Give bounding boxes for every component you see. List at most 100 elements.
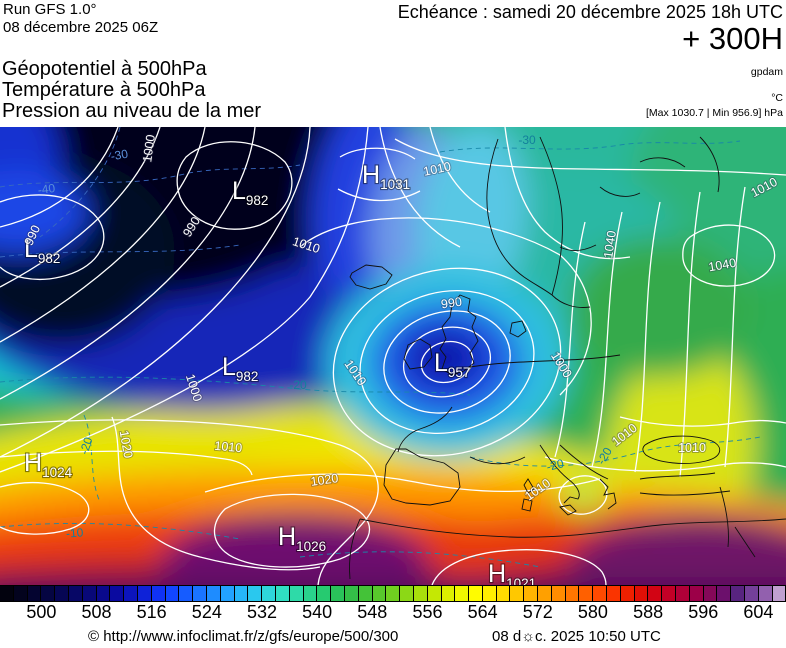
colorbar-swatch xyxy=(372,586,387,601)
colorbar-swatch xyxy=(331,586,345,601)
pressure-center-l-982: L982 xyxy=(222,353,258,384)
colorbar-swatch xyxy=(496,586,511,601)
weather-map: L982 L982 L982 L957 H1031 H1024 H1026 H1021 990 1… xyxy=(0,127,786,585)
colorbar-swatch xyxy=(96,586,111,601)
colorbar-swatch xyxy=(358,586,373,601)
colorbar-swatch xyxy=(206,586,221,601)
colorbar-swatch xyxy=(731,586,746,601)
colorbar-swatch xyxy=(317,586,332,601)
colorbar-swatch xyxy=(55,586,69,601)
isotherm-label: -20 xyxy=(289,378,307,392)
colorbar-tick-label: 604 xyxy=(743,602,774,622)
colorbar-swatch xyxy=(275,586,290,601)
colorbar-swatch xyxy=(427,586,442,601)
unit-geopotential: gpdam xyxy=(750,66,783,78)
pressure-center-h-1026: H1026 xyxy=(278,523,326,554)
unit-temperature: °C xyxy=(771,92,783,104)
contour-label: 1000 xyxy=(140,134,158,164)
colorbar-swatch xyxy=(68,586,83,601)
colorbar-swatch xyxy=(386,586,401,601)
colorbar-swatch xyxy=(648,586,663,601)
colorbar-swatch xyxy=(772,586,786,601)
colorbar-swatch xyxy=(179,586,194,601)
valid-time: Echéance : samedi 20 décembre 2025 18h U… xyxy=(397,2,783,22)
colorbar-tick-label: 564 xyxy=(467,602,498,622)
pressure-center-l-982: L982 xyxy=(232,177,268,208)
colorbar-swatch xyxy=(689,586,704,601)
pressure-center-l-982: L982 xyxy=(24,235,60,266)
colorbar-swatch xyxy=(289,586,304,601)
colorbar-swatch xyxy=(137,586,152,601)
contour-label: 1020 xyxy=(310,471,340,489)
pressure-center-h-1021: H1021 xyxy=(488,560,536,585)
colorbar-tick-label: 500 xyxy=(26,602,57,622)
contour-label: 1040 xyxy=(601,230,619,260)
colorbar xyxy=(0,585,786,602)
colorbar-swatch xyxy=(303,586,318,601)
colorbar-swatch xyxy=(413,586,428,601)
colorbar-tick-label: 596 xyxy=(688,602,719,622)
colorbar-swatch xyxy=(551,586,566,601)
colorbar-swatch xyxy=(262,586,276,601)
isotherm-label: -10 xyxy=(65,525,84,540)
colorbar-tick-label: 540 xyxy=(302,602,333,622)
colorbar-swatch xyxy=(469,586,483,601)
isotherm-label: -20 xyxy=(77,435,96,456)
colorbar-tick-label: 532 xyxy=(246,602,278,622)
colorbar-swatch xyxy=(455,586,470,601)
colorbar-swatch xyxy=(510,586,525,601)
colorbar-swatch xyxy=(634,586,649,601)
colorbar-swatch xyxy=(662,586,677,601)
temperature-field xyxy=(0,127,786,585)
colorbar-tick-label: 508 xyxy=(81,602,112,622)
contour-label: 1010 xyxy=(678,441,706,455)
colorbar-swatch xyxy=(593,586,608,601)
source-url: © http://www.infoclimat.fr/z/gfs/europe/… xyxy=(88,628,399,645)
weather-map-svg: L982 L982 L982 L957 H1031 H1024 H1026 H1021 990 1… xyxy=(0,127,786,585)
colorbar-swatch xyxy=(703,586,718,601)
isotherm-contours xyxy=(0,127,761,568)
colorbar-swatch xyxy=(676,586,690,601)
run-info: Run GFS 1.0° 08 décembre 2025 06Z xyxy=(3,1,158,37)
colorbar-swatch xyxy=(151,586,166,601)
run-model: Run GFS 1.0° xyxy=(3,1,97,18)
field-temperature: Température à 500hPa xyxy=(2,79,206,101)
footer: © http://www.infoclimat.fr/z/gfs/europe/… xyxy=(0,624,786,648)
contour-label: 990 xyxy=(440,295,463,312)
colorbar-swatch xyxy=(565,586,580,601)
colorbar-tick-label: 548 xyxy=(357,602,388,622)
isobar-contours xyxy=(0,127,786,585)
isotherm-label: -20 xyxy=(545,456,566,474)
colorbar-swatch xyxy=(220,586,235,601)
colorbar-swatch xyxy=(110,586,125,601)
colorbar-tick-label: 556 xyxy=(412,602,443,622)
colorbar-swatch xyxy=(482,586,497,601)
colorbar-swatch xyxy=(82,586,97,601)
colorbar-swatch xyxy=(165,586,180,601)
field-titles: Géopotentiel à 500hPa Température à 500h… xyxy=(2,59,261,122)
colorbar-swatch xyxy=(538,586,552,601)
pressure-center-h-1031: H1031 xyxy=(362,161,410,192)
colorbar-swatch xyxy=(234,586,249,601)
colorbar-swatch xyxy=(248,586,263,601)
colorbar-swatch xyxy=(41,586,56,601)
colorbar-swatch xyxy=(717,586,732,601)
coastlines xyxy=(349,136,786,580)
units-block: gpdam °C [Max 1030.7 | Min 956.9] hPa xyxy=(646,66,783,119)
isotherm-label: -30 xyxy=(110,147,130,164)
contour-label: 1010 xyxy=(422,159,452,178)
colorbar-swatch xyxy=(579,586,594,601)
colorbar-swatch xyxy=(193,586,207,601)
field-pressure: Pression au niveau de la mer xyxy=(2,100,262,122)
colorbar-tick-label: 524 xyxy=(191,602,222,622)
pressure-center-h-1024: H1024 xyxy=(24,449,73,480)
field-geopotential: Géopotentiel à 500hPa xyxy=(2,58,207,80)
forecast-hour: + 300H xyxy=(682,21,783,56)
isotherm-label: -40 xyxy=(37,181,56,197)
colorbar-swatch xyxy=(607,586,621,601)
run-date: 08 décembre 2025 06Z xyxy=(3,19,159,36)
colorbar-swatch xyxy=(0,586,14,601)
colorbar-swatch xyxy=(124,586,138,601)
contour-label: 1020 xyxy=(117,429,136,459)
contour-label: 1010 xyxy=(214,439,243,455)
